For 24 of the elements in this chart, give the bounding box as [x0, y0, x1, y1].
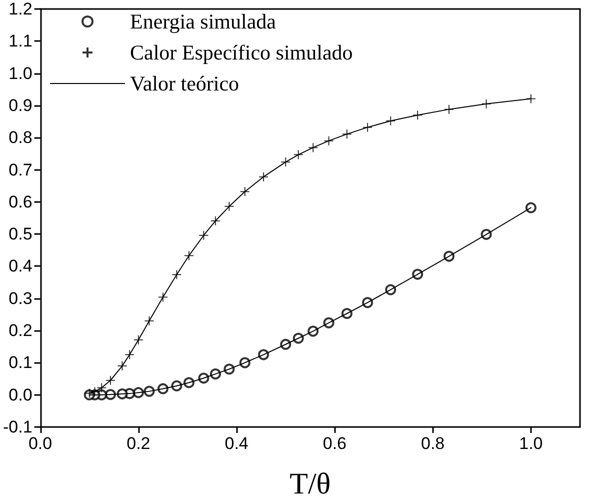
y-tick-label: 0.6 — [8, 192, 32, 212]
y-tick-label: 0.0 — [8, 385, 32, 404]
x-tick-label: 0.8 — [420, 434, 445, 453]
y-tick-label: 0.3 — [8, 288, 32, 308]
legend-label: Calor Específico simulado — [130, 40, 353, 64]
x-axis-title: T/θ — [290, 468, 331, 500]
y-tick-label: 1.1 — [8, 32, 32, 51]
y-tick-label: -0.1 — [2, 418, 32, 436]
y-tick-label: 0.7 — [8, 160, 32, 180]
y-tick-label: 0.4 — [8, 256, 32, 276]
x-tick-label: 1.0 — [519, 434, 543, 453]
y-tick-label: 0.2 — [8, 321, 32, 340]
legend-label: Energia simulada — [130, 10, 277, 34]
y-tick-label: 0.9 — [8, 96, 32, 115]
x-tick-label: 0.6 — [322, 434, 346, 453]
y-tick-label: 0.5 — [8, 224, 32, 244]
x-tick-label: 0.2 — [126, 434, 150, 453]
y-tick-label: 1.2 — [8, 0, 32, 18]
y-tick-label: 0.1 — [8, 353, 32, 372]
x-tick-label: 0.4 — [224, 434, 248, 453]
y-tick-label: 1.0 — [8, 64, 32, 83]
legend-label: Valor teórico — [130, 72, 240, 96]
y-tick-label: 0.8 — [8, 128, 32, 148]
x-tick-label: 0.0 — [28, 434, 52, 453]
